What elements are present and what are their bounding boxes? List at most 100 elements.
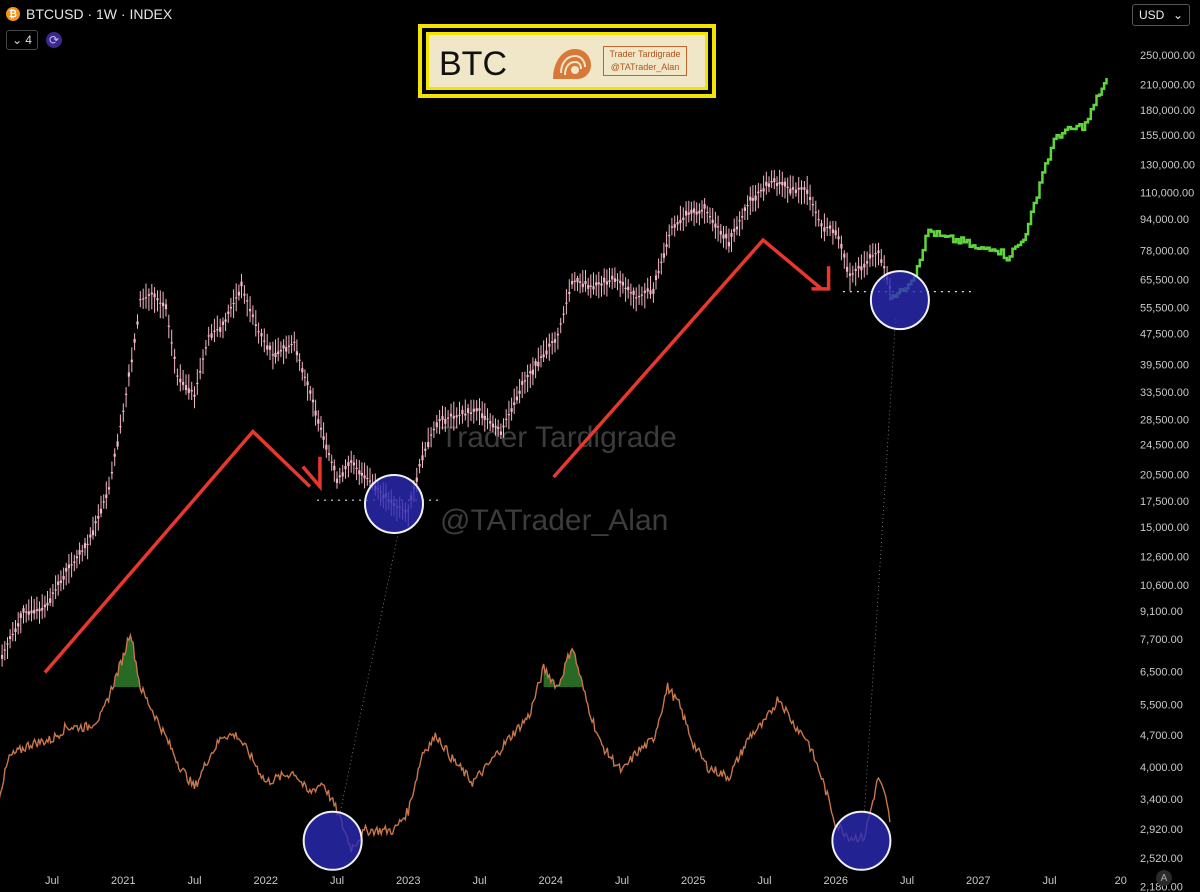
x-tick-label: 2021: [111, 875, 135, 887]
price-candle: [846, 266, 849, 272]
price-candle: [295, 351, 298, 356]
currency-selector[interactable]: USD ⌄: [1132, 4, 1190, 26]
price-candle: [584, 281, 587, 285]
price-candle: [562, 313, 565, 315]
y-tick-label: 10,600.00: [1140, 580, 1189, 592]
price-candle: [119, 426, 122, 428]
indicators-toggle[interactable]: ⌄ 4: [6, 30, 38, 50]
price-candle: [83, 543, 87, 549]
x-tick-label: 2024: [539, 875, 563, 887]
price-candle: [290, 343, 293, 346]
price-candle: [25, 611, 28, 613]
price-candle: [207, 335, 210, 337]
price-candle: [638, 295, 641, 298]
y-tick-label: 20,500.00: [1140, 470, 1189, 482]
price-candle: [874, 253, 877, 255]
price-candle: [770, 181, 773, 183]
price-candle: [102, 501, 105, 503]
price-candle: [649, 290, 652, 295]
price-candle: [81, 550, 84, 552]
price-candle: [553, 339, 557, 343]
price-candle: [59, 580, 62, 583]
price-candle: [722, 234, 725, 239]
y-tick-label: 3,400.00: [1140, 794, 1183, 806]
price-candle: [243, 293, 246, 296]
price-candle: [441, 416, 444, 420]
price-candle: [449, 413, 453, 417]
price-candle: [125, 393, 128, 395]
price-candle: [86, 543, 89, 545]
price-candle: [51, 592, 54, 594]
price-candle: [627, 286, 630, 291]
price-candle: [791, 187, 795, 190]
price-candle: [640, 294, 643, 296]
price-candle: [187, 388, 190, 393]
price-candle: [515, 396, 518, 401]
price-candle: [62, 576, 65, 580]
price-candle: [545, 350, 548, 355]
price-candle: [438, 419, 441, 422]
x-tick-label: Jul: [330, 875, 344, 887]
y-tick-label: 2,920.00: [1140, 824, 1183, 836]
price-candle: [727, 242, 730, 247]
x-tick-label: 2022: [254, 875, 278, 887]
price-candle: [662, 253, 665, 258]
price-candle: [469, 412, 473, 414]
y-tick-label: 94,000.00: [1140, 214, 1189, 226]
price-candle: [75, 556, 78, 559]
price-candle: [266, 345, 269, 350]
connector-line: [863, 318, 896, 815]
price-candle: [679, 219, 682, 224]
price-candle: [616, 279, 619, 281]
price-candle: [358, 470, 361, 475]
price-candle: [303, 376, 306, 378]
price-candle: [314, 410, 317, 416]
price-candle: [38, 608, 41, 612]
price-candle: [837, 236, 840, 240]
price-candle: [235, 297, 238, 299]
connector-line: [339, 532, 399, 815]
price-candle: [447, 417, 450, 419]
price-candle: [883, 266, 886, 269]
price-candle: [542, 354, 545, 358]
price-candle: [65, 568, 68, 572]
price-candle: [670, 226, 673, 228]
price-candle: [3, 649, 6, 651]
price-candle: [518, 390, 521, 394]
price-candle: [539, 356, 543, 358]
price-candle: [507, 414, 510, 416]
price-candle: [418, 464, 421, 467]
x-tick-label: Jul: [1042, 875, 1056, 887]
logo-tag: Trader Tardigrade @TATrader_Alan: [603, 46, 687, 76]
price-candle: [249, 309, 252, 312]
price-candle: [204, 347, 207, 349]
cycle-arrow: [552, 237, 823, 479]
price-candle: [486, 418, 489, 420]
price-candle: [613, 278, 616, 282]
auto-scale-button[interactable]: A: [1156, 870, 1172, 886]
price-candle: [116, 441, 119, 447]
highlight-circle: [364, 474, 424, 534]
price-candle: [643, 290, 646, 293]
price-candle: [505, 418, 508, 420]
price-candle: [210, 333, 213, 338]
price-candle: [600, 283, 603, 286]
symbol-info[interactable]: ₿ BTCUSD · 1W · INDEX: [6, 6, 172, 22]
sync-icon[interactable]: ⟳: [46, 32, 62, 48]
price-candle: [668, 234, 671, 237]
price-candle: [775, 183, 779, 187]
price-candle: [573, 280, 576, 282]
price-candle: [190, 389, 193, 392]
price-candle: [224, 319, 227, 322]
y-tick-label: 5,500.00: [1140, 699, 1183, 711]
price-candle: [499, 431, 502, 435]
price-candle: [221, 321, 225, 325]
price-candle: [809, 197, 812, 200]
price-candle: [67, 564, 70, 569]
oscillator-overbought-fill: [101, 635, 166, 688]
price-candle: [430, 434, 433, 436]
logo-tag-line2: @TATrader_Alan: [610, 62, 680, 72]
price-candle: [773, 178, 776, 182]
price-candle: [735, 226, 738, 230]
